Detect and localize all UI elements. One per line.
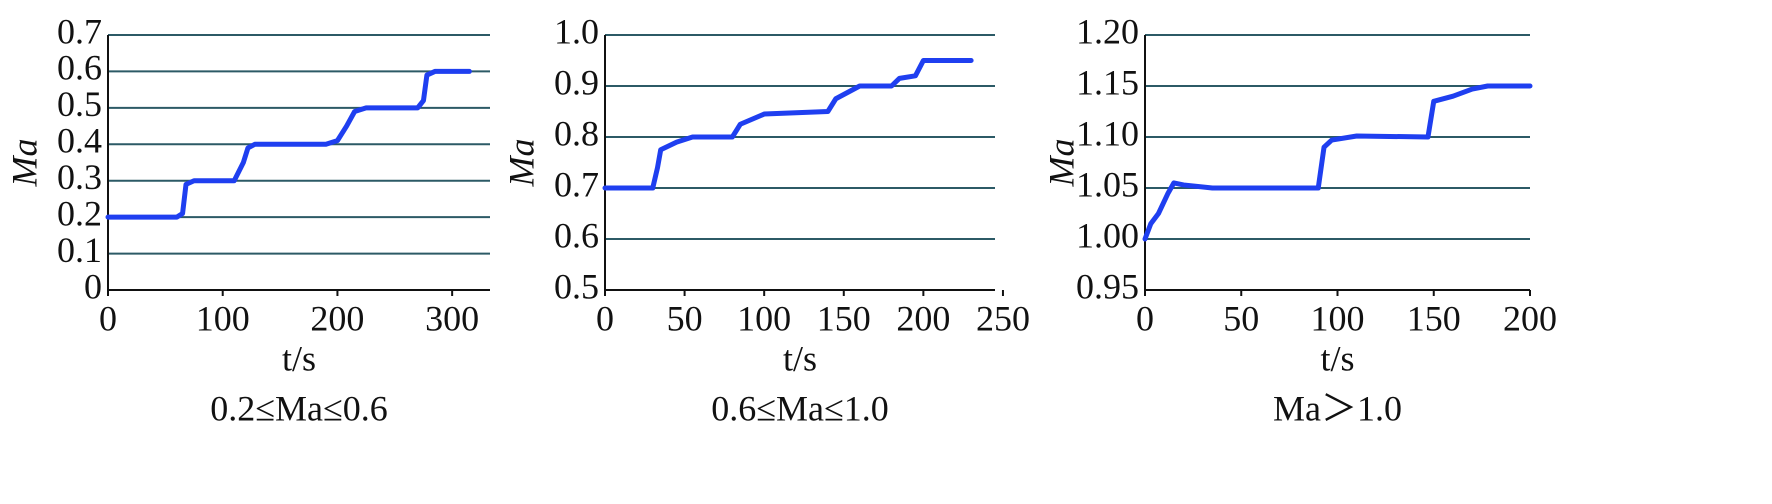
y-axis-label: Ma: [4, 139, 44, 188]
data-line: [105, 68, 472, 220]
x-tick-label: 0: [1136, 298, 1154, 338]
y-tick-label: 0.2: [57, 193, 102, 233]
y-tick-label: 0.1: [57, 230, 102, 270]
y-tick-label: 1.10: [1076, 113, 1139, 153]
x-tick-label: 100: [196, 298, 250, 338]
y-tick-label: 0.7: [57, 11, 102, 51]
y-tick-label: 0.6: [57, 48, 102, 88]
x-tick-label: 150: [817, 298, 871, 338]
x-axis-label: t/s: [783, 338, 817, 378]
data-line: [1142, 83, 1533, 242]
y-tick-label: 0.95: [1076, 266, 1139, 306]
y-axis-label: Ma: [1041, 139, 1081, 188]
x-tick-label: 150: [1407, 298, 1461, 338]
x-tick-label: 0: [99, 298, 117, 338]
caption: Ma＞1.0: [1273, 388, 1402, 428]
y-axis-label: Ma: [501, 139, 541, 188]
y-tick-label: 0.6: [554, 215, 599, 255]
x-tick-label: 100: [737, 298, 791, 338]
caption: 0.6≤Ma≤1.0: [711, 388, 889, 428]
x-tick-label: 100: [1311, 298, 1365, 338]
y-tick-label: 1.05: [1076, 164, 1139, 204]
y-tick-label: 1.20: [1076, 11, 1139, 51]
y-tick-label: 0.5: [57, 84, 102, 124]
data-line: [602, 58, 974, 191]
x-tick-label: 0: [596, 298, 614, 338]
x-tick-label: 200: [896, 298, 950, 338]
x-tick-label: 200: [1503, 298, 1557, 338]
x-tick-label: 300: [425, 298, 479, 338]
y-tick-label: 0.5: [554, 266, 599, 306]
x-tick-label: 50: [667, 298, 703, 338]
y-tick-label: 1.00: [1076, 215, 1139, 255]
y-tick-label: 0.8: [554, 113, 599, 153]
x-axis-label: t/s: [282, 338, 316, 378]
y-tick-label: 0.7: [554, 164, 599, 204]
y-tick-label: 0.3: [57, 157, 102, 197]
y-tick-label: 1.0: [554, 11, 599, 51]
x-tick-label: 250: [976, 298, 1030, 338]
y-tick-label: 0.4: [57, 121, 102, 161]
x-tick-label: 50: [1223, 298, 1259, 338]
x-tick-label: 200: [310, 298, 364, 338]
y-tick-label: 0.9: [554, 62, 599, 102]
x-axis-label: t/s: [1320, 338, 1354, 378]
caption: 0.2≤Ma≤0.6: [210, 388, 388, 428]
y-tick-label: 0: [84, 266, 102, 306]
y-tick-label: 1.15: [1076, 62, 1139, 102]
